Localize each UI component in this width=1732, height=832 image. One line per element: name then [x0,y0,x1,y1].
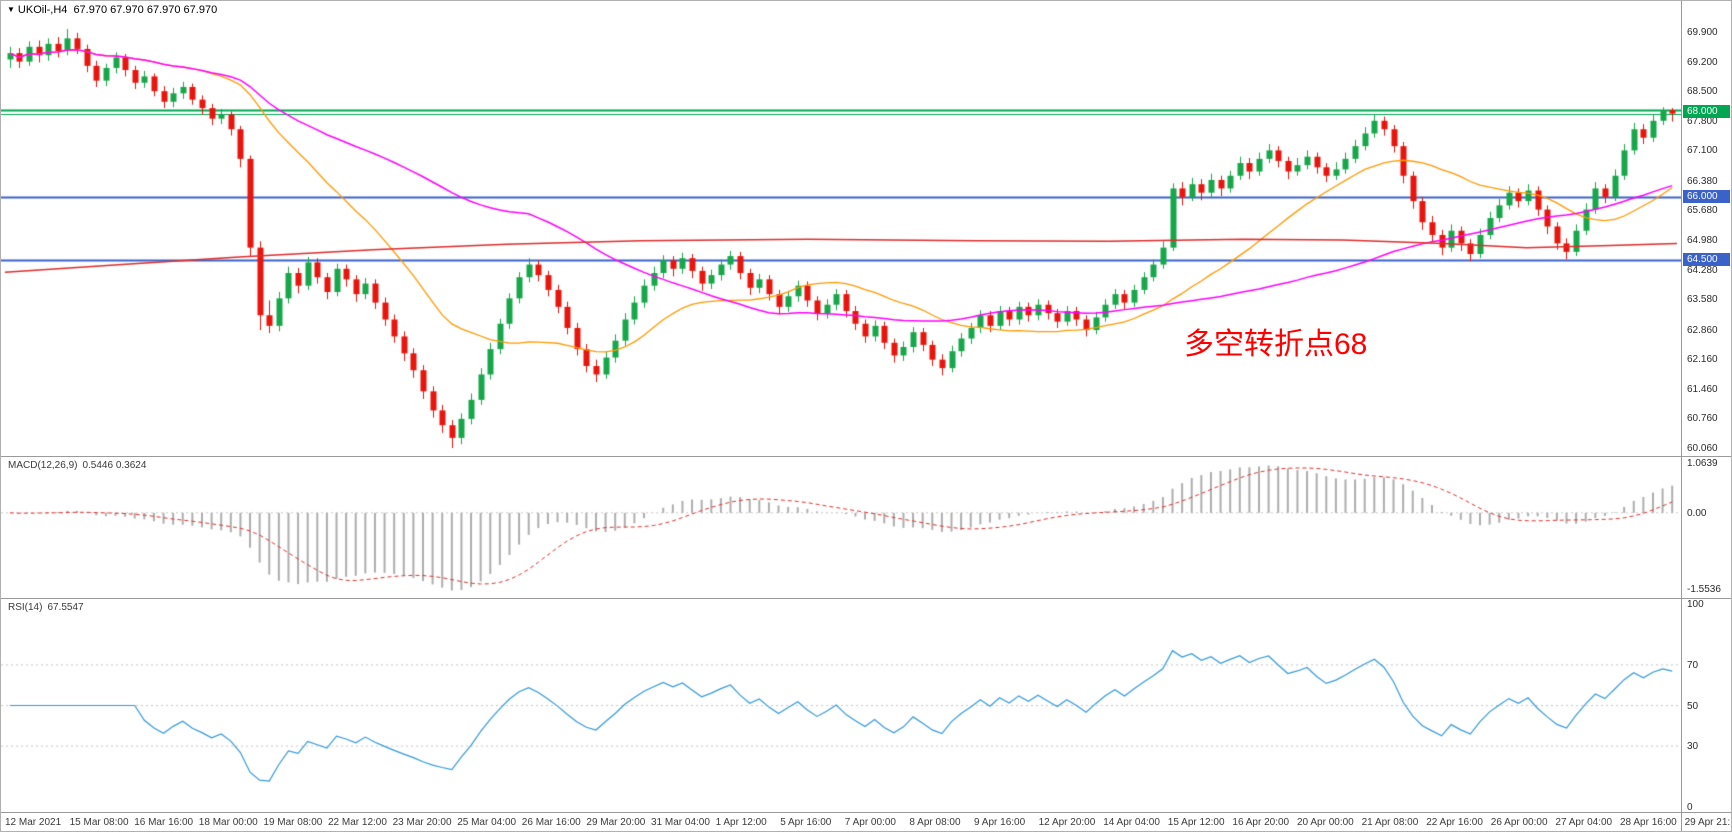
time-scale-label: 28 Apr 16:00 [1620,817,1677,828]
price-badge: 66.000 [1683,189,1730,203]
time-scale-label: 21 Apr 08:00 [1361,817,1419,828]
time-scale-label: 1 Apr 12:00 [715,817,767,828]
price-scale-label: 65.680 [1687,205,1718,217]
rsi-scale-label: 70 [1687,659,1699,671]
price-scale-separator[interactable] [1681,1,1682,831]
time-scale-label: 22 Apr 16:00 [1426,817,1483,828]
macd-name: MACD(12,26,9) [8,460,78,471]
price-scale-label: 69.900 [1687,27,1718,38]
time-scale-label: 23 Mar 20:00 [392,817,452,828]
symbol-title: ▼ UKOil-,H4 67.970 67.970 67.970 67.970 [7,4,217,16]
rsi-indicator-label: RSI(14) 67.5547 [8,602,84,613]
panel-separator-rsi-time[interactable] [1,812,1731,813]
chinese-annotation-text: 多空转折点68 [1184,328,1368,361]
macd-indicator-label: MACD(12,26,9) 0.5446 0.3624 [8,460,146,471]
chart-canvas[interactable] [1,1,1681,831]
time-scale-label: 14 Apr 04:00 [1103,817,1160,828]
time-scale-label: 19 Mar 08:00 [263,817,323,828]
time-scale-label: 9 Apr 16:00 [974,817,1026,828]
rsi-scale-label: 30 [1687,741,1699,753]
time-scale-label: 18 Mar 00:00 [198,817,258,828]
panel-separator-macd-rsi[interactable] [1,598,1731,599]
price-scale-label: 62.160 [1687,354,1718,366]
price-scale-label: 67.100 [1687,145,1718,157]
time-scale-label: 20 Apr 00:00 [1297,817,1354,828]
time-scale-label: 26 Apr 00:00 [1490,817,1548,828]
price-badge: 64.500 [1683,253,1730,267]
rsi-name: RSI(14) [8,602,43,613]
panel-separator-main-macd[interactable] [1,456,1731,457]
macd-scale-label: -1.5536 [1687,584,1721,595]
price-scale-label: 60.760 [1687,413,1718,425]
time-scale-label: 29 Apr 21:15 [1684,817,1731,828]
time-scale-label: 8 Apr 08:00 [909,817,961,828]
price-scale-label: 68.500 [1687,86,1718,98]
time-scale-label: 15 Apr 12:00 [1167,817,1225,828]
rsi-scale-label: 0 [1687,802,1693,813]
time-scale-label: 27 Apr 04:00 [1555,817,1613,828]
price-badge: 68.000 [1683,105,1730,119]
symbol-timeframe-label: UKOil-,H4 [17,4,68,16]
rsi-scale-label: 50 [1687,700,1699,712]
price-scale-label: 66.380 [1687,175,1718,187]
time-scale-label: 29 Mar 20:00 [586,817,646,828]
ohlc-values: 67.970 67.970 67.970 67.970 [73,4,218,16]
rsi-scale-label: 100 [1687,599,1704,610]
triangle-icon: ▼ [7,5,15,14]
time-scale-label: 16 Mar 16:00 [134,817,194,828]
price-scale-label: 62.860 [1687,324,1718,336]
time-scale-label: 15 Mar 08:00 [69,817,129,828]
price-scale-label: 67.800 [1687,115,1718,127]
time-scale-label: 26 Mar 16:00 [521,817,581,828]
time-scale-label: 25 Mar 04:00 [457,817,517,828]
time-scale-label: 31 Mar 04:00 [651,817,710,828]
price-scale-label: 69.200 [1687,56,1718,68]
time-scale-label: 12 Mar 2021 [5,817,62,828]
time-scale-label: 16 Apr 20:00 [1232,817,1290,828]
price-scale-label: 61.460 [1687,383,1718,395]
time-scale-label: 22 Mar 12:00 [328,817,387,828]
price-scale-label: 60.060 [1687,443,1718,455]
time-scale-label: 5 Apr 16:00 [780,817,832,828]
price-scale-label: 63.580 [1687,294,1718,306]
macd-scale-label: 0.00 [1687,507,1707,519]
macd-scale-label: 1.0639 [1687,458,1718,469]
rsi-value: 67.5547 [47,602,84,613]
time-scale-label: 12 Apr 20:00 [1038,817,1096,828]
price-scale-label: 64.280 [1687,264,1718,276]
time-scale-label: 7 Apr 00:00 [844,817,896,828]
macd-values: 0.5446 0.3624 [82,460,147,471]
price-scale-label: 64.980 [1687,235,1718,247]
